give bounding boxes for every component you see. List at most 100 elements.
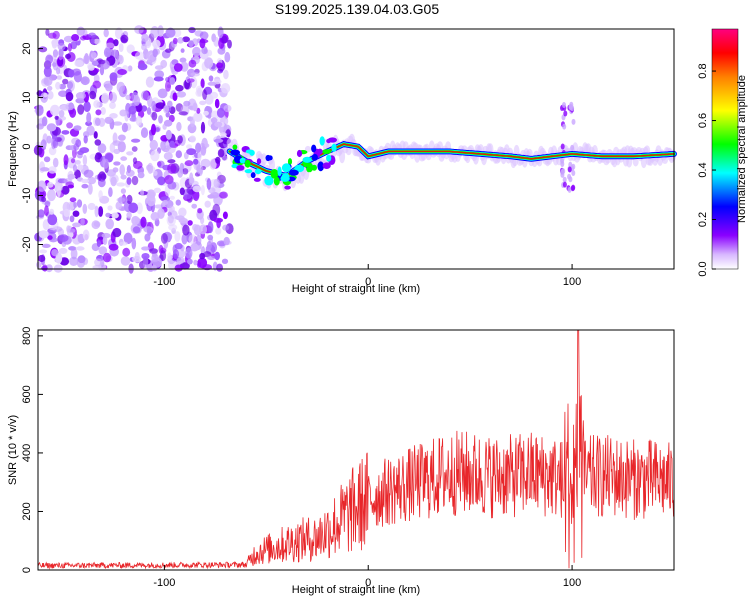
noise-blob — [116, 54, 124, 65]
noise-blob — [46, 123, 57, 132]
chart-title: S199.2025.139.04.03.G05 — [275, 1, 439, 17]
noise-blob — [134, 25, 144, 35]
noise-blob — [100, 173, 107, 180]
signal-halo — [269, 158, 275, 172]
noise-blob — [54, 115, 59, 120]
noise-blob — [90, 52, 97, 59]
noise-blob — [206, 178, 212, 190]
noise-blob — [122, 247, 131, 257]
noise-blob — [167, 163, 177, 175]
noise-blob — [111, 212, 119, 219]
noise-blob — [209, 158, 217, 170]
y-tick-label: 600 — [21, 385, 33, 403]
noise-blob — [179, 57, 187, 63]
noise-blob — [200, 78, 205, 89]
noise-blob — [196, 107, 201, 114]
colorbar-ticks: 0.0 0.2 0.4 0.6 0.8 — [697, 63, 716, 277]
noise-blob — [206, 240, 212, 250]
noise-blob — [131, 237, 137, 250]
noise-blob — [165, 27, 176, 38]
signal-blob — [319, 136, 325, 146]
noise-blob — [180, 48, 185, 53]
noise-blob — [216, 107, 225, 118]
signal-spike — [563, 110, 568, 117]
noise-blob — [70, 41, 77, 50]
noise-blob — [37, 209, 45, 218]
noise-blob — [77, 255, 86, 264]
noise-blob — [128, 105, 137, 115]
noise-blob — [207, 221, 214, 234]
noise-blob — [45, 54, 54, 65]
noise-blob — [153, 76, 164, 82]
noise-blob — [196, 234, 202, 246]
noise-blob — [86, 112, 92, 124]
noise-blob — [43, 76, 53, 86]
noise-blob — [93, 100, 100, 109]
noise-blob — [208, 75, 214, 82]
noise-blob — [35, 104, 44, 116]
noise-blob — [109, 92, 118, 103]
noise-blob — [112, 227, 122, 238]
noise-blob — [113, 148, 121, 155]
signal-halo — [437, 141, 443, 151]
y-tick-label: 10 — [21, 91, 33, 103]
noise-blob — [178, 217, 188, 224]
noise-blob — [72, 164, 78, 172]
noise-blob — [126, 44, 135, 54]
noise-blob — [172, 249, 179, 260]
noise-blob — [181, 233, 188, 245]
noise-blob — [216, 263, 224, 272]
noise-blob — [199, 100, 207, 106]
colorbar-label: Normalized spectral amplitude — [736, 75, 748, 223]
noise-blob — [149, 248, 159, 254]
noise-blob — [51, 39, 60, 47]
noise-blob — [71, 34, 80, 42]
noise-blob — [133, 95, 141, 107]
noise-blob — [109, 174, 119, 184]
noise-blob — [175, 150, 182, 159]
noise-blob — [132, 226, 141, 234]
noise-blob — [98, 190, 103, 200]
noise-blob — [188, 234, 197, 245]
noise-blob — [160, 59, 168, 69]
noise-blob — [98, 206, 104, 217]
noise-blob — [49, 208, 55, 215]
noise-blob — [119, 241, 128, 246]
noise-blob — [80, 76, 90, 86]
noise-blob — [150, 150, 160, 162]
signal-blob — [236, 165, 245, 171]
noise-blob — [199, 252, 206, 260]
noise-blob — [69, 256, 79, 266]
signal-blob — [273, 176, 280, 186]
y-tick-label: 400 — [21, 444, 33, 462]
signal-spike — [562, 176, 567, 183]
noise-blob — [146, 107, 152, 115]
noise-blob — [200, 247, 206, 254]
noise-blob — [109, 101, 116, 109]
noise-blob — [67, 43, 72, 52]
noise-blob — [141, 253, 150, 260]
signal-spike — [570, 144, 575, 151]
noise-blob — [164, 145, 172, 150]
noise-blob — [95, 109, 102, 116]
noise-blob — [112, 132, 118, 144]
noise-blob — [105, 42, 115, 49]
noise-blob — [69, 197, 77, 202]
noise-blob — [102, 252, 112, 263]
noise-blob — [37, 180, 47, 192]
signal-blob — [287, 158, 293, 165]
noise-blob — [90, 38, 95, 44]
noise-blob — [101, 92, 109, 104]
noise-blob — [219, 191, 228, 199]
noise-blob — [73, 125, 82, 131]
noise-blob — [152, 257, 163, 268]
noise-blob — [113, 161, 121, 166]
noise-blob — [56, 67, 61, 75]
noise-blob — [100, 107, 106, 115]
noise-blob — [198, 224, 208, 235]
noise-blob — [105, 212, 111, 218]
noise-blob — [165, 80, 171, 92]
noise-blob — [58, 48, 64, 58]
signal-halo — [304, 145, 311, 153]
noise-blob — [222, 224, 230, 231]
